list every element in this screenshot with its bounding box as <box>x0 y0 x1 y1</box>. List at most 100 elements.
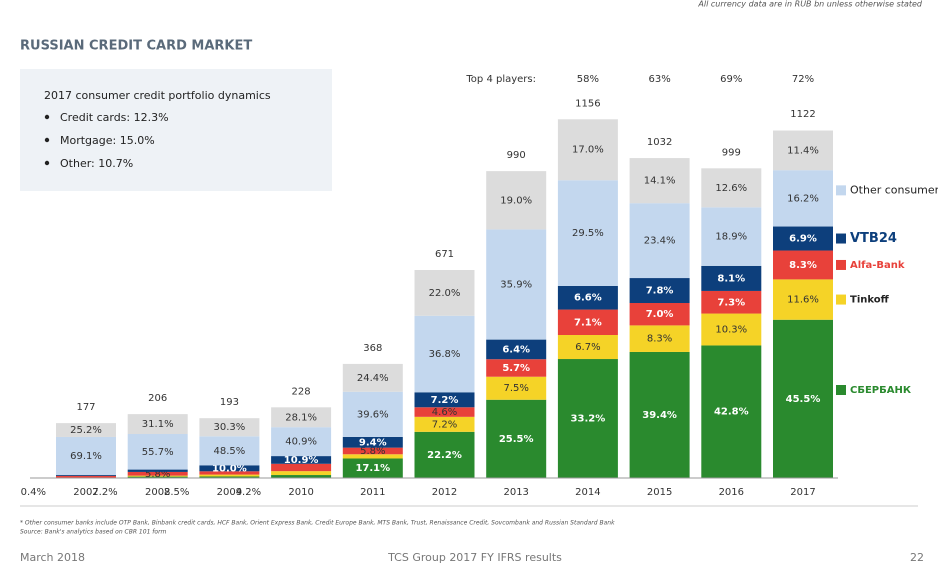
value-label: 39.4% <box>642 410 677 421</box>
bar-segment <box>271 471 332 476</box>
page-title: RUSSIAN CREDIT CARD MARKET <box>20 39 252 54</box>
bar-segment <box>271 407 332 428</box>
bar-segment <box>56 423 116 437</box>
value-label: 69.1% <box>70 451 102 462</box>
value-label: 0.4% <box>21 487 46 498</box>
value-label: 6.9% <box>789 234 817 245</box>
top4-title: Top 4 players: <box>465 74 536 85</box>
bar-segment <box>773 250 833 280</box>
bar-segment <box>342 363 403 392</box>
header-note: All currency data are in RUB bn unless o… <box>697 0 923 9</box>
bar-segment <box>127 471 188 476</box>
x-tick-label: 2012 <box>432 487 457 498</box>
legend-label: СБЕРБАНК <box>850 385 912 396</box>
value-label: 17.0% <box>572 145 604 156</box>
bar-segment <box>127 414 188 435</box>
bar-segment <box>701 168 762 208</box>
value-label: 8.3% <box>647 334 672 345</box>
legend-label: Other consumer banks* <box>850 183 938 196</box>
value-label: 7.1% <box>574 317 602 328</box>
value-label: 7.0% <box>646 309 674 320</box>
x-tick-label: 2007 <box>73 487 98 498</box>
bar-segment <box>773 279 833 320</box>
info-box <box>20 69 332 191</box>
value-label: 55.7% <box>142 447 174 458</box>
x-tick-label: 2008 <box>145 487 170 498</box>
bar-segment <box>629 203 690 279</box>
legend-swatch <box>836 385 846 395</box>
bullet <box>44 160 50 166</box>
value-label: 31.1% <box>142 419 174 430</box>
total-label: 177 <box>76 402 95 413</box>
value-label: 7.3% <box>717 297 745 308</box>
legend-label: Tinkoff <box>850 295 890 306</box>
bar-segment <box>56 474 116 476</box>
value-label: 10.0% <box>212 463 247 474</box>
bar-segment <box>199 476 260 478</box>
value-label: 8.1% <box>717 273 745 284</box>
total-label: 228 <box>292 386 311 397</box>
value-label: 22.0% <box>429 288 461 299</box>
bar-segment <box>701 345 762 478</box>
box-title: 2017 consumer credit portfolio dynamics <box>44 89 271 102</box>
value-label: 7.2% <box>432 419 457 430</box>
x-tick-label: 2014 <box>575 487 600 498</box>
bar-segment <box>486 399 547 478</box>
value-label: 5.8% <box>360 446 385 457</box>
value-label: 6.7% <box>575 342 600 353</box>
bar-segment <box>701 265 762 291</box>
value-label: 19.0% <box>500 195 532 206</box>
bar-segment <box>557 119 618 181</box>
x-tick-label: 2016 <box>719 487 744 498</box>
value-label: 24.4% <box>357 373 389 384</box>
x-tick-label: 2015 <box>647 487 672 498</box>
value-label: 11.6% <box>787 295 819 306</box>
bar-segment <box>56 436 116 475</box>
legend-swatch <box>836 233 846 244</box>
bullet <box>44 114 50 120</box>
top4-label: 69% <box>720 74 742 85</box>
value-label: 12.6% <box>715 183 747 194</box>
bar-segment <box>342 454 403 459</box>
x-tick-label: 2017 <box>790 487 815 498</box>
value-label: 2.5% <box>164 487 189 498</box>
bar-segment <box>629 325 690 352</box>
legend-swatch <box>836 259 846 270</box>
value-label: 2.2% <box>92 487 117 498</box>
total-label: 1156 <box>575 99 600 110</box>
value-label: 28.1% <box>285 412 317 423</box>
bar-segment <box>271 456 332 464</box>
bar-segment <box>414 392 475 408</box>
total-label: 368 <box>363 343 382 354</box>
bar-segment <box>127 476 188 478</box>
value-label: 6.6% <box>574 293 602 304</box>
footer-date: March 2018 <box>20 551 85 564</box>
bar-segment <box>56 475 116 478</box>
value-label: 6.4% <box>502 344 530 355</box>
page-number: 22 <box>910 551 924 564</box>
value-label: 42.8% <box>714 407 749 418</box>
bar-segment <box>127 475 188 477</box>
value-label: 40.9% <box>285 437 317 448</box>
value-label: 9.4% <box>359 437 387 448</box>
value-label: 8.3% <box>789 260 817 271</box>
bar-segment <box>199 474 260 477</box>
x-tick-label: 2013 <box>503 487 528 498</box>
value-label: 39.6% <box>357 409 389 420</box>
value-label: 5.8% <box>145 469 170 480</box>
bar-segment <box>414 315 475 393</box>
bar-segment <box>629 303 690 326</box>
bar-segment <box>773 130 833 171</box>
top4-label: 72% <box>792 74 814 85</box>
bar-segment <box>414 269 475 316</box>
value-label: 35.9% <box>500 279 532 290</box>
bar-segment <box>414 416 475 432</box>
bar-segment <box>557 180 618 286</box>
bar-segment <box>773 170 833 227</box>
box-item: Mortgage: 15.0% <box>60 134 155 147</box>
bar-segment <box>342 391 403 437</box>
legend-label: Alfa-Bank <box>850 260 905 271</box>
value-label: 45.5% <box>786 394 821 405</box>
total-label: 193 <box>220 397 239 408</box>
bar-segment <box>557 285 618 310</box>
